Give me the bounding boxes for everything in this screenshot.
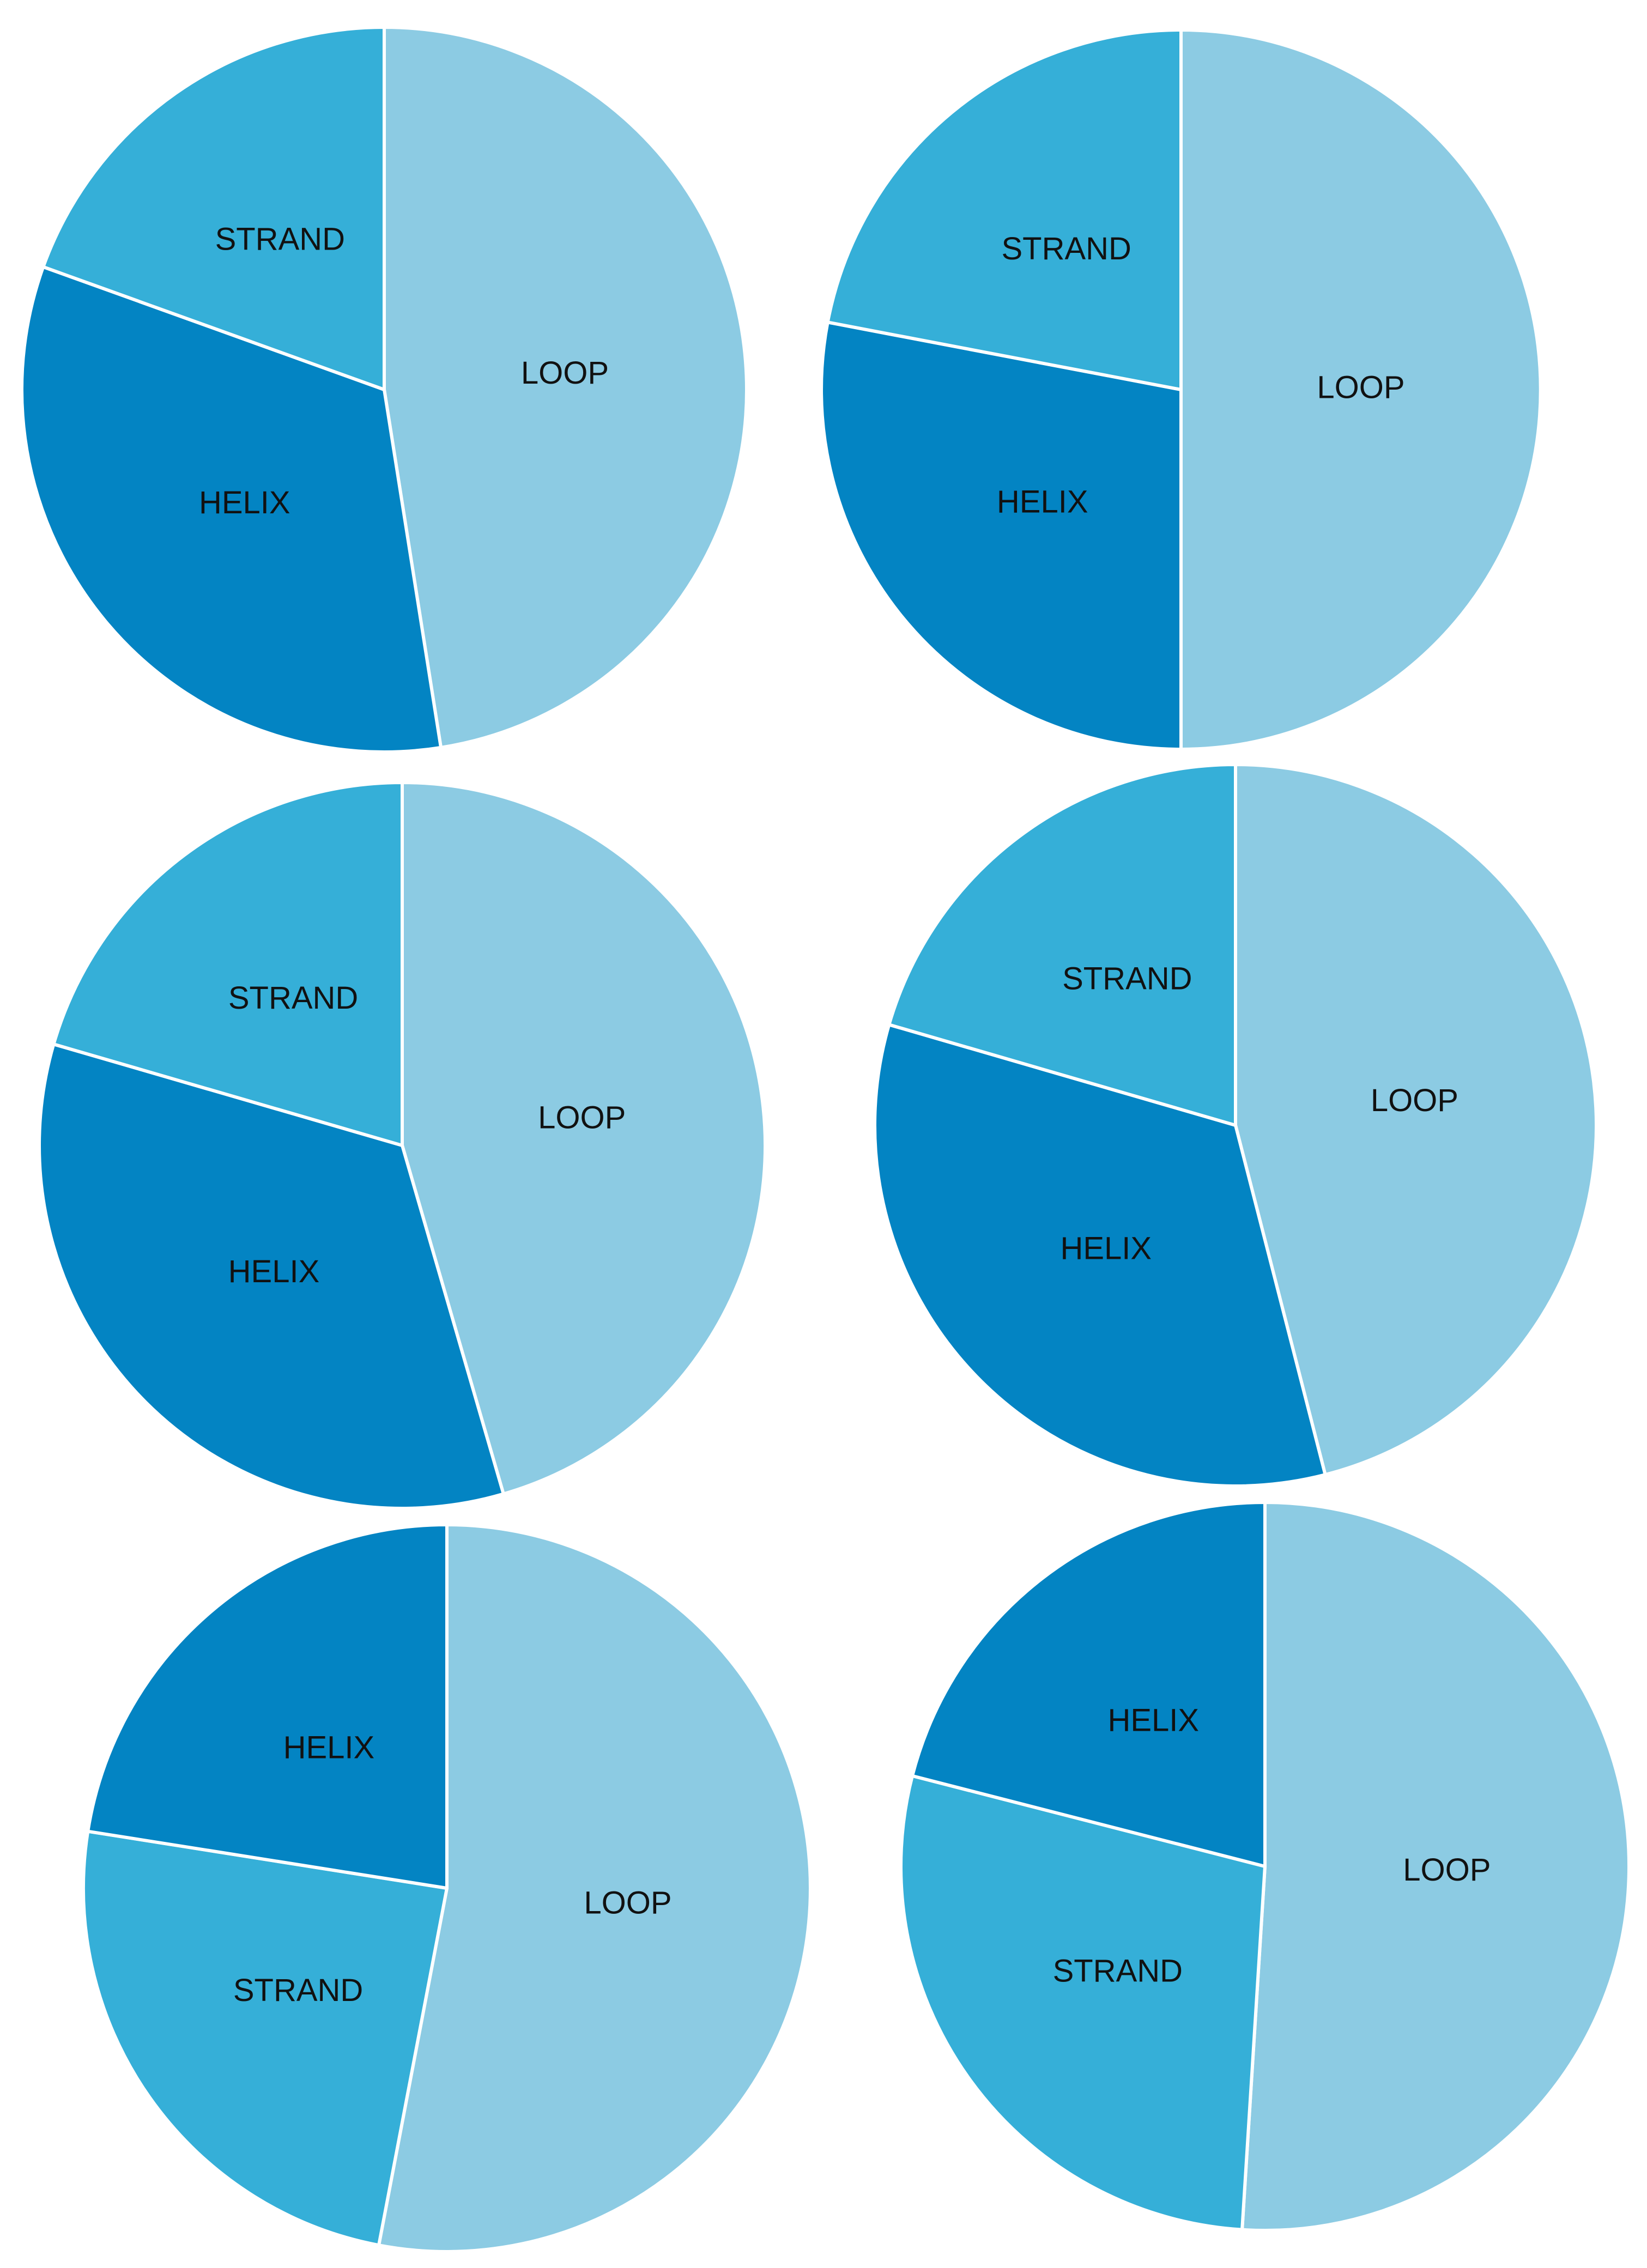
pie-slice-strand: [887, 763, 1237, 1127]
slice-label-helix: HELIX: [199, 485, 290, 520]
pie-slice-helix: [820, 320, 1183, 751]
slice-label-loop: LOOP: [538, 1100, 626, 1135]
slice-label-strand: STRAND: [228, 980, 358, 1016]
pie-slice-strand: [41, 26, 386, 391]
pie-slice-loop: [1179, 28, 1542, 751]
slice-label-strand: STRAND: [1062, 961, 1192, 997]
pie-slice-strand: [82, 1829, 449, 2247]
slice-label-helix: HELIX: [997, 484, 1088, 520]
pie-chart-4: LOOP HELIX STRAND: [873, 763, 1598, 1488]
pie-slice-helix: [873, 1023, 1327, 1488]
pie-slice-loop: [401, 781, 767, 1496]
slice-label-strand: STRAND: [1001, 231, 1131, 266]
pie-slice-helix: [910, 1501, 1267, 1868]
slice-label-strand: STRAND: [233, 1973, 363, 2008]
pie-slice-loop: [383, 26, 748, 749]
pie-slice-strand: [899, 1774, 1267, 2231]
pie-slice-strand: [52, 781, 404, 1147]
slice-label-helix: HELIX: [1107, 1702, 1199, 1738]
pie-slice-strand: [826, 28, 1183, 391]
slice-label-loop: LOOP: [1371, 1083, 1458, 1118]
pie-chart-1: LOOP HELIX STRAND: [20, 26, 748, 754]
slice-label-loop: LOOP: [584, 1885, 671, 1921]
pie-slice-helix: [20, 265, 443, 754]
pie-chart-2: LOOP HELIX STRAND: [820, 28, 1542, 751]
slice-label-helix: HELIX: [283, 1730, 375, 1766]
slice-label-helix: HELIX: [228, 1254, 320, 1289]
pie-slice-helix: [86, 1523, 449, 1890]
slice-label-strand: STRAND: [215, 221, 345, 257]
pie-slice-loop: [377, 1523, 812, 2253]
slice-label-loop: LOOP: [1403, 1852, 1491, 1888]
pie-chart-6: LOOP STRAND HELIX: [899, 1501, 1631, 2232]
slice-label-loop: LOOP: [1317, 369, 1404, 405]
slice-label-strand: STRAND: [1053, 1954, 1183, 1989]
slice-label-helix: HELIX: [1060, 1231, 1152, 1266]
pie-slice-loop: [1234, 763, 1598, 1477]
pie-chart-5: LOOP STRAND HELIX: [82, 1523, 812, 2253]
pie-slice-helix: [37, 1042, 505, 1511]
pie-slice-loop: [1240, 1501, 1631, 2232]
pie-chart-3: LOOP HELIX STRAND: [37, 781, 767, 1511]
slice-label-loop: LOOP: [521, 355, 609, 391]
